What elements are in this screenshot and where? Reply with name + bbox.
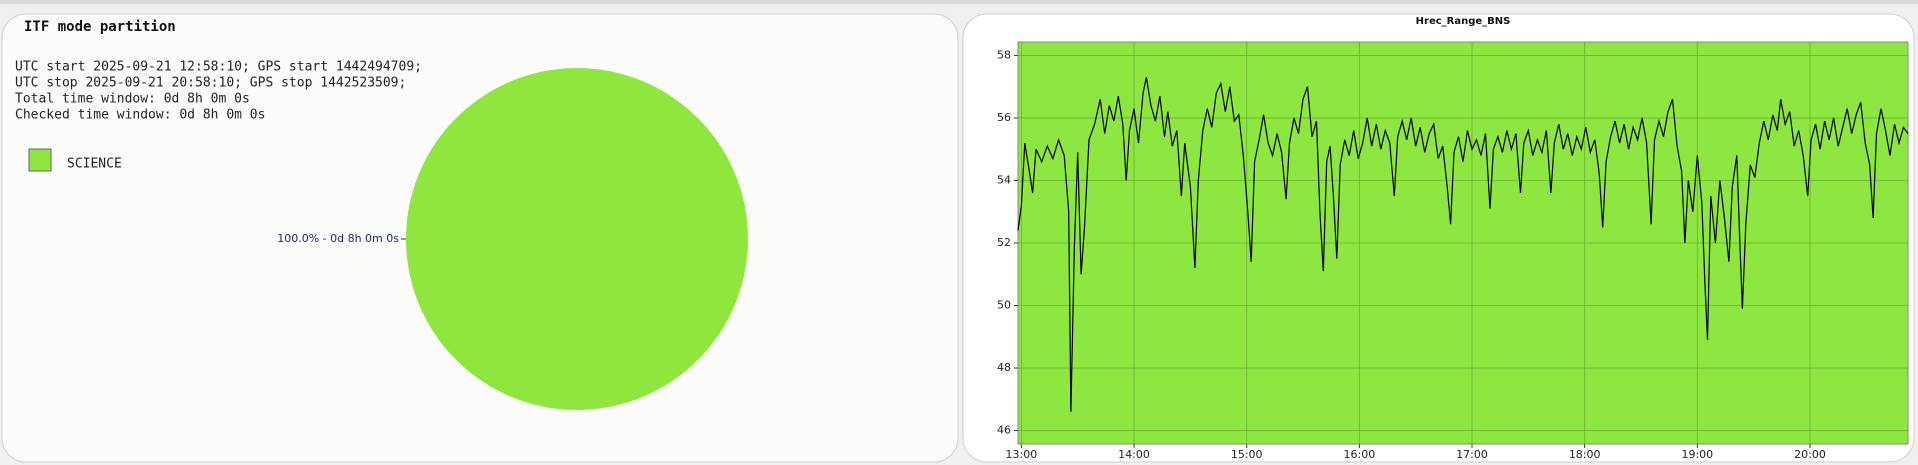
y-tick-label: 54 xyxy=(997,173,1011,186)
chart-title: Hrec_Range_BNS xyxy=(1416,16,1511,27)
x-tick-label: 14:00 xyxy=(1118,448,1150,461)
x-tick-label: 17:00 xyxy=(1456,448,1488,461)
y-tick-label: 58 xyxy=(997,48,1011,61)
info-line: Total time window: 0d 8h 0m 0s xyxy=(15,92,250,107)
x-tick-label: 13:00 xyxy=(1006,448,1038,461)
x-tick-label: 16:00 xyxy=(1344,448,1376,461)
line-panel: Hrec_Range_BNS 46 48 50 52 54 56 58 13:00 14:00 15… xyxy=(997,16,1909,461)
pie-panel: ITF mode partition UTC start 2025-09-21 1… xyxy=(15,19,748,410)
legend-label: SCIENCE xyxy=(67,157,122,172)
y-tick-label: 46 xyxy=(997,424,1011,437)
pie-slice xyxy=(406,68,748,410)
y-tick-label: 50 xyxy=(997,299,1011,312)
panel-title: ITF mode partition xyxy=(24,19,176,35)
top-bar xyxy=(0,0,1918,4)
y-tick-label: 48 xyxy=(997,361,1011,374)
x-tick-label: 19:00 xyxy=(1681,448,1713,461)
x-tick-label: 20:00 xyxy=(1794,448,1826,461)
x-tick-label: 15:00 xyxy=(1231,448,1263,461)
y-tick-label: 52 xyxy=(997,236,1011,249)
legend-swatch xyxy=(28,148,52,172)
y-tick-label: 56 xyxy=(997,111,1011,124)
x-tick-label: 18:00 xyxy=(1569,448,1601,461)
data-line xyxy=(1017,77,1909,412)
info-line: Checked time window: 0d 8h 0m 0s xyxy=(15,108,265,123)
slice-label: 100.0% - 0d 8h 0m 0s xyxy=(277,232,399,245)
info-line: UTC stop 2025-09-21 20:58:10; GPS stop 1… xyxy=(15,76,406,91)
info-line: UTC start 2025-09-21 12:58:10; GPS start… xyxy=(15,60,422,75)
plot-frame xyxy=(1017,41,1909,445)
